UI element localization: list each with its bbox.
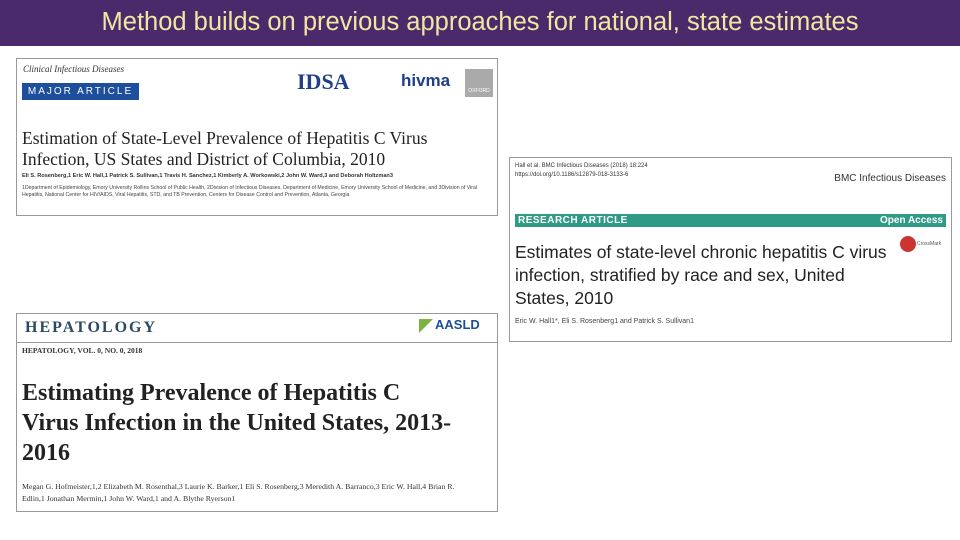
journal-name: BMC Infectious Diseases — [834, 173, 946, 184]
rule — [17, 342, 497, 343]
citation: Hall et al. BMC Infectious Diseases (201… — [515, 163, 648, 169]
paper-card: Hall et al. BMC Infectious Diseases (201… — [509, 157, 952, 342]
crossmark-icon — [900, 236, 916, 252]
paper-title: Estimation of State-Level Prevalence of … — [22, 128, 428, 169]
title-bar: Method builds on previous approaches for… — [0, 0, 960, 46]
slide-title: Method builds on previous approaches for… — [101, 8, 859, 36]
access: Open Access — [880, 215, 943, 226]
paper-card: HEPATOLOGY AASLD HEPATOLOGY, VOL. 0, NO.… — [16, 313, 498, 512]
article-bar: RESEARCH ARTICLE Open Access — [515, 214, 946, 227]
journal-name: HEPATOLOGY — [25, 319, 158, 336]
logo-shape — [419, 319, 433, 333]
logo: IDSA — [297, 69, 350, 94]
paper-card: Clinical Infectious Diseases MAJOR ARTIC… — [16, 58, 498, 216]
article-type: MAJOR ARTICLE — [22, 83, 139, 100]
authors: Eli S. Rosenberg,1 Eric W. Hall,1 Patric… — [22, 173, 393, 179]
logo-box: AASLD — [419, 317, 491, 339]
journal-name: Clinical Infectious Diseases — [23, 64, 124, 74]
article-type: RESEARCH ARTICLE — [518, 215, 628, 226]
logo: OXFORD — [465, 69, 493, 97]
paper-title: Estimates of state-level chronic hepatit… — [515, 242, 887, 308]
paper-title: Estimating Prevalence of Hepatitis C Vir… — [22, 380, 452, 466]
affiliations: 1Department of Epidemiology, Emory Unive… — [22, 185, 478, 198]
logo: hivma — [401, 71, 451, 90]
crossmark: CrossMark — [917, 241, 942, 247]
issue: HEPATOLOGY, VOL. 0, NO. 0, 2018 — [22, 346, 143, 355]
authors: Megan G. Hofmeister,1,2 Elizabeth M. Ros… — [22, 482, 455, 503]
authors: Eric W. Hall1*, Eli S. Rosenberg1 and Pa… — [515, 318, 694, 325]
doi: https://doi.org/10.1186/s12879-018-3133-… — [515, 172, 629, 178]
logo: AASLD — [435, 317, 480, 332]
